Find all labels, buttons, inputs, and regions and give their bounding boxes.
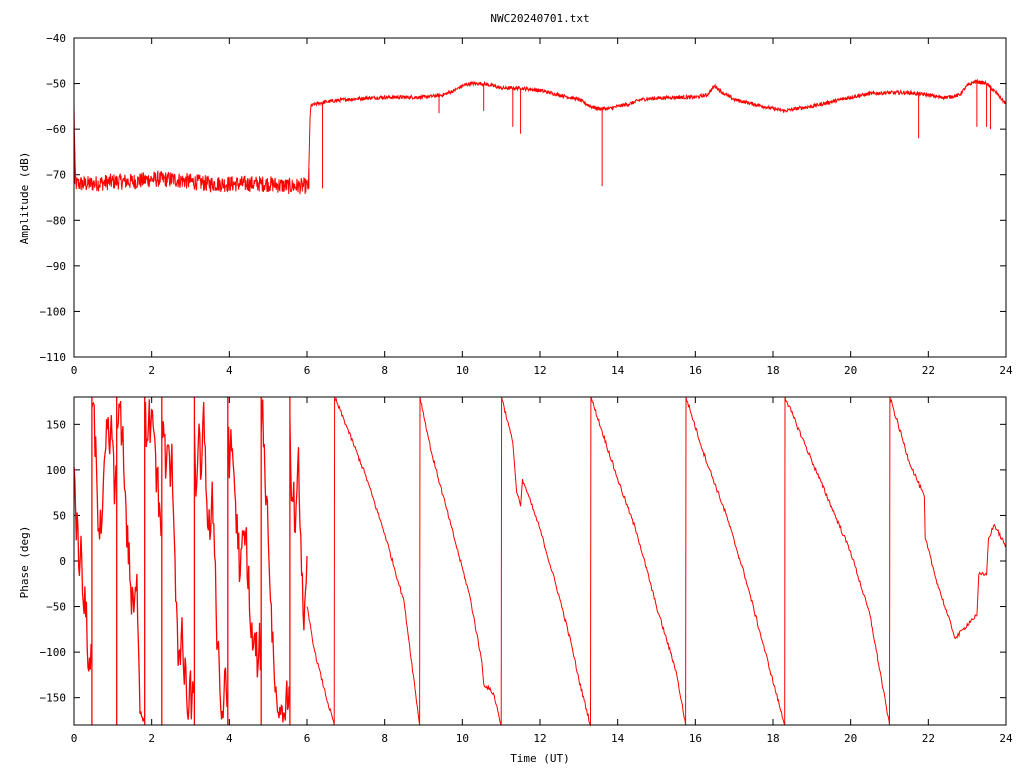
phase-x-tick-label: 4 — [226, 732, 233, 745]
amp-y-tick-label: −80 — [46, 214, 66, 227]
amp-x-tick-label: 24 — [999, 364, 1013, 377]
phase-y-tick-label: 150 — [46, 418, 66, 431]
phase-x-tick-label: 20 — [844, 732, 857, 745]
amp-x-tick-label: 22 — [922, 364, 935, 377]
phase-line — [306, 396, 1007, 727]
phase-plot-frame — [73, 396, 1007, 726]
amp-x-tick-label: 10 — [456, 364, 469, 377]
amp-y-tick-label: −90 — [46, 260, 66, 273]
phase-x-tick-label: 24 — [999, 732, 1013, 745]
phase-x-tick-label: 10 — [456, 732, 469, 745]
amp-x-tick-label: 14 — [611, 364, 625, 377]
phase-x-tick-label: 0 — [71, 732, 78, 745]
phase-x-tick-label: 22 — [922, 732, 935, 745]
amp-y-tick-label: −110 — [40, 351, 67, 364]
phase-x-tick-label: 8 — [381, 732, 388, 745]
amplitude-plot-frame — [73, 37, 1007, 358]
amp-x-tick-label: 2 — [148, 364, 155, 377]
phase-y-tick-label: 0 — [59, 555, 66, 568]
phase-y-tick-label: −100 — [40, 646, 67, 659]
amp-x-tick-label: 4 — [226, 364, 233, 377]
phase-x-tick-label: 14 — [611, 732, 625, 745]
amp-x-tick-label: 6 — [304, 364, 311, 377]
phase-y-tick-label: 100 — [46, 464, 66, 477]
phase-x-tick-label: 6 — [304, 732, 311, 745]
phase-y-tick-label: −150 — [40, 692, 67, 705]
amp-y-tick-label: −70 — [46, 169, 66, 182]
amp-x-tick-label: 8 — [381, 364, 388, 377]
phase-x-tick-label: 16 — [689, 732, 702, 745]
phase-panel: 0 2 4 6 8 10 12 14 16 18 20 22 24−150−100−5005010015… — [18, 396, 1013, 765]
chart-title: NWC20240701.txt — [490, 12, 589, 25]
phase-y-tick-label: −50 — [46, 601, 66, 614]
phase-x-tick-label: 12 — [533, 732, 546, 745]
amp-y-tick-label: −50 — [46, 78, 66, 91]
amp-x-tick-label: 18 — [766, 364, 779, 377]
amp-x-tick-label: 16 — [689, 364, 702, 377]
phase-y-tick-label: 50 — [53, 509, 66, 522]
phase-y-axis-label: Phase (deg) — [18, 526, 31, 599]
amplitude-line — [73, 78, 1007, 195]
amplitude-series — [73, 78, 1007, 195]
amp-y-tick-label: −60 — [46, 123, 66, 136]
phase-series — [73, 396, 1007, 727]
amp-y-tick-label: −100 — [40, 305, 67, 318]
phase-noisy-line — [73, 397, 308, 725]
amp-x-tick-label: 0 — [71, 364, 78, 377]
phase-x-tick-label: 18 — [766, 732, 779, 745]
amplitude-y-axis-label: Amplitude (dB) — [18, 152, 31, 245]
phase-x-axis-label: Time (UT) — [510, 752, 570, 765]
amplitude-ticks: 0 2 4 6 8 10 12 14 16 18 20 22 24−110−100−90−80−70−6… — [40, 32, 1013, 377]
amp-y-tick-label: −40 — [46, 32, 66, 45]
phase-ticks: 0 2 4 6 8 10 12 14 16 18 20 22 24−150−100−5005010015… — [40, 397, 1013, 745]
phase-x-tick-label: 2 — [148, 732, 155, 745]
amp-x-tick-label: 12 — [533, 364, 546, 377]
amp-x-tick-label: 20 — [844, 364, 857, 377]
amplitude-panel: NWC20240701.txt 0 2 4 6 8 10 12 14 16 18 20 22 24−11… — [18, 12, 1013, 377]
